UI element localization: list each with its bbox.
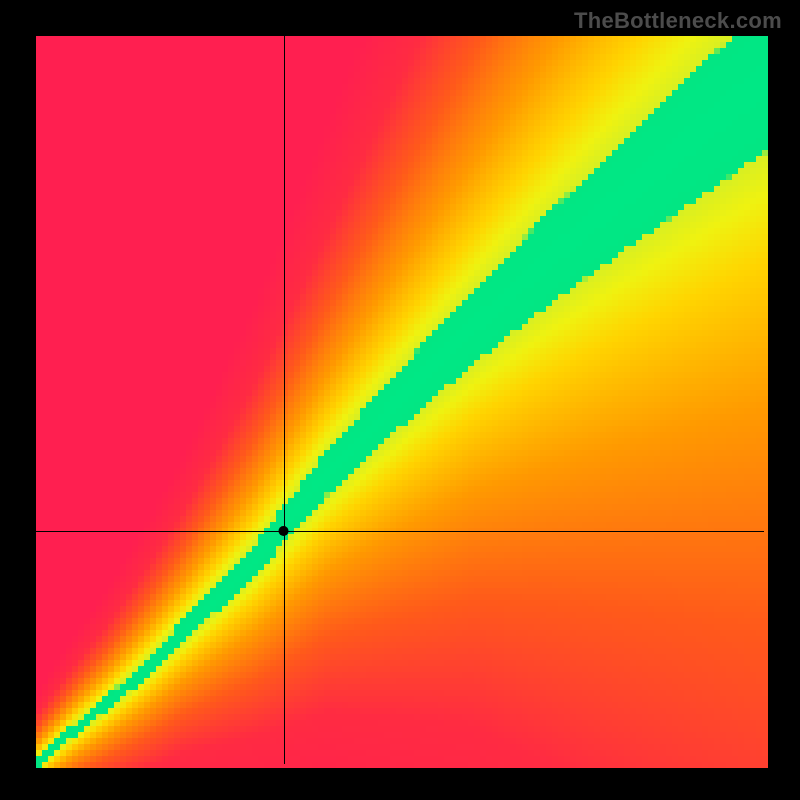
bottleneck-heatmap [0, 0, 800, 800]
chart-container: TheBottleneck.com [0, 0, 800, 800]
watermark-text: TheBottleneck.com [574, 8, 782, 34]
